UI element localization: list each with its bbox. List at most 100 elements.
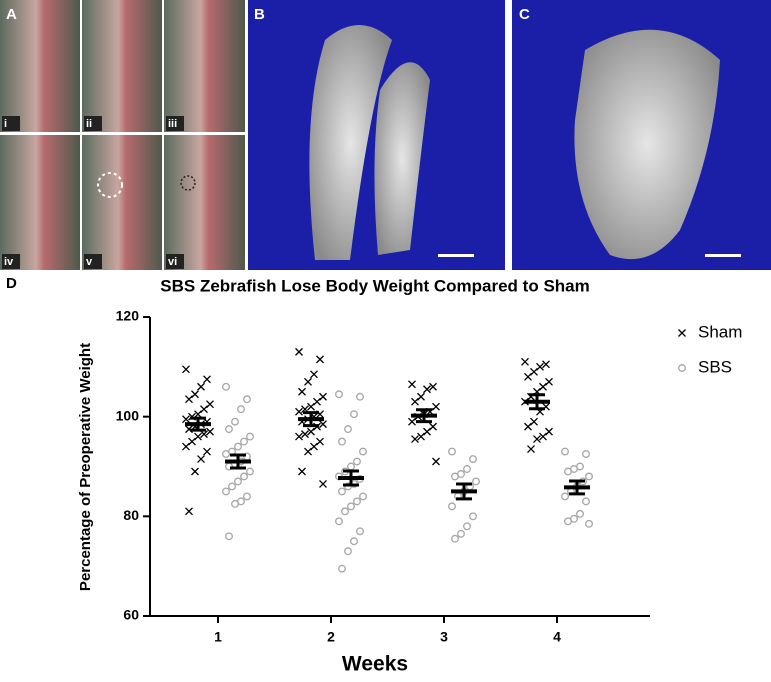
panel-label: C [519, 6, 530, 23]
y-tick-label: 80 [123, 507, 139, 523]
data-point [319, 420, 327, 429]
data-point [338, 487, 346, 496]
panel-label: A [6, 6, 17, 23]
data-point [530, 417, 538, 426]
data-point [295, 407, 303, 416]
data-point [185, 395, 193, 404]
data-point [539, 432, 547, 441]
data-point [295, 432, 303, 441]
data-point [298, 387, 306, 396]
data-point [246, 467, 254, 476]
data-point [240, 472, 248, 481]
data-point [359, 447, 367, 456]
subpanel-label: i [4, 118, 7, 130]
data-point [585, 472, 593, 481]
data-point [194, 410, 202, 419]
data-point [313, 397, 321, 406]
error-bar [529, 393, 545, 411]
data-point [448, 502, 456, 511]
legend-label: SBS [698, 357, 732, 376]
data-point [429, 422, 437, 431]
data-point [222, 450, 230, 458]
data-point [432, 402, 440, 411]
data-point [307, 427, 315, 436]
data-point [353, 457, 361, 466]
data-point [316, 355, 324, 364]
data-point [182, 442, 190, 451]
data-point [206, 427, 214, 436]
legend-marker [678, 364, 686, 372]
data-point [451, 472, 459, 481]
error-bar [230, 453, 246, 470]
panel-label: D [6, 275, 17, 292]
data-point [585, 519, 593, 528]
data-point [319, 392, 327, 401]
data-point [356, 392, 364, 401]
data-point [359, 492, 367, 501]
data-point [411, 435, 419, 444]
data-point [530, 367, 538, 376]
data-point [338, 437, 346, 446]
data-point [417, 392, 425, 401]
subpanel-label: ii [86, 118, 92, 130]
data-point [203, 375, 211, 384]
data-point [338, 564, 346, 573]
data-point [231, 499, 239, 508]
data-point [243, 395, 251, 404]
data-point [408, 380, 416, 389]
sublabel-bg [84, 254, 102, 269]
data-point [350, 410, 358, 419]
sublabel-bg [2, 116, 20, 131]
sublabel-bg [166, 254, 184, 269]
data-point [457, 529, 465, 538]
data-point [582, 497, 590, 506]
panel-b-image [248, 0, 505, 270]
data-point [188, 437, 196, 446]
data-point [472, 477, 480, 486]
data-point [225, 425, 233, 434]
error-bar [343, 469, 359, 487]
data-point [561, 447, 569, 456]
data-point [182, 365, 190, 374]
data-point [536, 362, 544, 371]
data-point [200, 405, 208, 414]
data-point [524, 372, 532, 381]
sublabel-bg [2, 254, 20, 269]
data-point [246, 432, 254, 441]
data-point [301, 430, 309, 439]
data-point [234, 442, 242, 451]
data-point [429, 382, 437, 391]
data-point [533, 435, 541, 444]
data-point [469, 455, 477, 463]
data-point [451, 534, 459, 543]
data-point [194, 432, 202, 441]
x-tick-label: 1 [214, 629, 222, 645]
data-point [539, 382, 547, 391]
data-point [561, 492, 569, 501]
data-point [304, 377, 312, 386]
data-point [344, 547, 352, 556]
data-point [350, 537, 358, 546]
x-tick-label: 2 [327, 629, 335, 645]
x-tick-label: 4 [553, 629, 561, 645]
subpanel-label: iii [168, 118, 177, 130]
data-point [310, 370, 318, 379]
chart-title: SBS Zebrafish Lose Body Weight Compared … [160, 276, 589, 295]
sublabel-bg [166, 116, 184, 131]
data-point [197, 382, 205, 391]
data-point [335, 517, 343, 526]
data-point [463, 522, 471, 531]
data-point [319, 479, 327, 488]
error-bar [303, 411, 319, 428]
data-point [411, 397, 419, 406]
data-point [206, 400, 214, 409]
y-tick-label: 100 [116, 407, 140, 423]
data-point [423, 385, 431, 394]
data-point [237, 405, 245, 414]
data-point [182, 415, 190, 424]
data-point [521, 357, 529, 366]
data-point [231, 417, 239, 426]
data-point [542, 360, 550, 369]
panel-c-image [512, 0, 771, 270]
sublabel-bg [84, 116, 102, 131]
